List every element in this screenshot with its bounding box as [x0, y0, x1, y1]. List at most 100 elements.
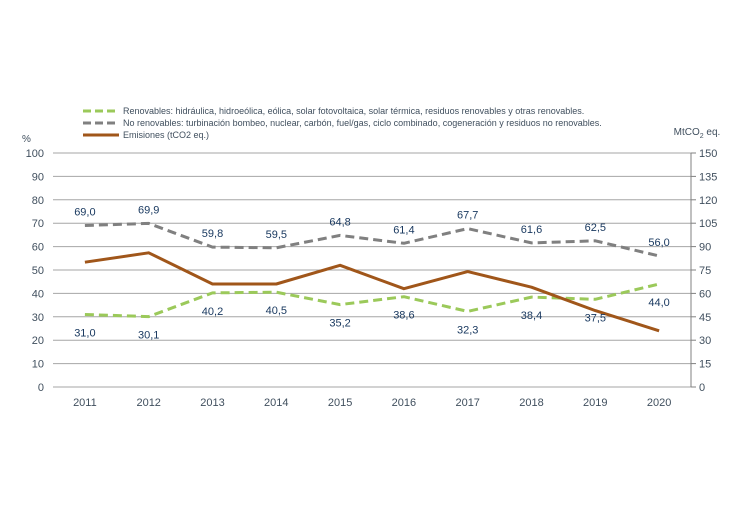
- gridlines: [53, 152, 691, 388]
- data-label: 64,8: [329, 216, 350, 228]
- data-point: [83, 313, 86, 316]
- right-tick-label: 15: [699, 359, 711, 371]
- left-tick-label: 80: [32, 195, 44, 207]
- left-tick-label: 100: [26, 148, 44, 160]
- left-tick-label: 70: [32, 218, 44, 230]
- series-lines: [83, 221, 661, 333]
- right-tick-label: 90: [699, 242, 711, 254]
- x-tick-label: 2015: [328, 397, 352, 409]
- data-point: [147, 251, 150, 254]
- legend: Renovables: hidráulica, hidroeólica, eól…: [83, 106, 602, 140]
- right-tick-label: 150: [699, 148, 717, 160]
- data-point: [339, 303, 342, 306]
- left-tick-label: 40: [32, 288, 44, 300]
- x-tick-label: 2019: [583, 397, 607, 409]
- data-point: [530, 296, 533, 299]
- data-point: [402, 295, 405, 298]
- x-tick-label: 2016: [392, 397, 416, 409]
- data-label: 31,0: [74, 327, 95, 339]
- right-axis-unit-subscript: 2: [700, 133, 704, 140]
- data-label: 40,5: [266, 305, 287, 317]
- legend-label: Emisiones (tCO2 eq.): [123, 130, 209, 140]
- series-line-0: [84, 282, 660, 319]
- left-tick-label: 50: [32, 265, 44, 277]
- data-label: 61,4: [393, 224, 414, 236]
- data-point: [658, 254, 661, 257]
- right-tick-label: 45: [699, 312, 711, 324]
- data-point: [339, 234, 342, 237]
- left-tick-label: 90: [32, 171, 44, 183]
- data-point: [275, 283, 278, 286]
- right-axis-unit-suffix: eq.: [704, 127, 721, 138]
- data-point: [466, 310, 469, 313]
- data-point: [658, 283, 661, 286]
- data-label: 40,2: [202, 306, 223, 318]
- x-tick-label: 2011: [73, 397, 97, 409]
- left-tick-label: 20: [32, 335, 44, 347]
- left-axis-ticks: 0 10 20 30 40 50 60 70 80 90 100: [26, 148, 44, 394]
- data-label: 69,9: [138, 204, 159, 216]
- data-point: [83, 224, 86, 227]
- data-point: [211, 283, 214, 286]
- left-tick-label: 30: [32, 312, 44, 324]
- left-tick-label: 0: [38, 382, 44, 394]
- data-point: [147, 222, 150, 225]
- data-point: [147, 315, 150, 318]
- data-label: 35,2: [329, 318, 350, 330]
- data-point: [530, 241, 533, 244]
- data-point: [211, 246, 214, 249]
- data-point: [275, 246, 278, 249]
- right-tick-label: 105: [699, 218, 717, 230]
- series-line-1: [84, 221, 660, 258]
- data-point: [594, 298, 597, 301]
- right-axis-unit-main: MtCO: [674, 127, 700, 138]
- right-tick-label: 75: [699, 265, 711, 277]
- legend-label: Renovables: hidráulica, hidroeólica, eól…: [123, 106, 584, 116]
- data-label: 37,5: [585, 312, 606, 324]
- data-label: 56,0: [648, 237, 669, 249]
- data-label: 59,5: [266, 229, 287, 241]
- left-tick-label: 10: [32, 359, 44, 371]
- x-axis-ticks: 2011 2012 2013 2014 2015 2016 2017 2018 2019 2020: [73, 397, 671, 409]
- data-point: [402, 242, 405, 245]
- data-label: 38,4: [521, 310, 542, 322]
- data-label: 38,6: [393, 310, 414, 322]
- data-point: [211, 291, 214, 294]
- legend-label: No renovables: turbinación bombeo, nucle…: [123, 118, 602, 128]
- right-axis-unit-label: MtCO2 eq.: [674, 127, 721, 140]
- x-tick-label: 2013: [200, 397, 224, 409]
- data-point: [466, 227, 469, 230]
- data-label: 67,7: [457, 210, 478, 222]
- data-point: [658, 329, 661, 332]
- x-tick-label: 2020: [647, 397, 671, 409]
- right-tick-label: 0: [699, 382, 705, 394]
- left-tick-label: 60: [32, 242, 44, 254]
- data-label: 44,0: [648, 297, 669, 309]
- data-labels: 31,0 30,1 40,2 40,5 35,2 38,6 32,3 38,4 37,5 44,0…: [74, 204, 670, 341]
- left-axis-unit-label: %: [22, 134, 31, 145]
- data-point: [466, 270, 469, 273]
- right-tick-label: 120: [699, 195, 717, 207]
- data-point: [275, 291, 278, 294]
- right-tick-label: 135: [699, 171, 717, 183]
- data-point: [530, 286, 533, 289]
- x-tick-label: 2018: [519, 397, 543, 409]
- data-point: [594, 239, 597, 242]
- right-tick-label: 30: [699, 335, 711, 347]
- data-label: 30,1: [138, 330, 159, 342]
- data-label: 32,3: [457, 324, 478, 336]
- x-tick-label: 2012: [136, 397, 160, 409]
- data-point: [402, 287, 405, 290]
- x-tick-label: 2014: [264, 397, 288, 409]
- series-line-2: [84, 251, 660, 333]
- data-label: 62,5: [585, 222, 606, 234]
- data-point: [339, 264, 342, 267]
- data-point: [83, 261, 86, 264]
- x-tick-label: 2017: [455, 397, 479, 409]
- right-axis: 0 15 30 45 60 75 90 105 120 135 150: [690, 148, 717, 394]
- right-tick-label: 60: [699, 288, 711, 300]
- data-label: 69,0: [74, 207, 95, 219]
- data-label: 61,6: [521, 224, 542, 236]
- data-label: 59,8: [202, 228, 223, 240]
